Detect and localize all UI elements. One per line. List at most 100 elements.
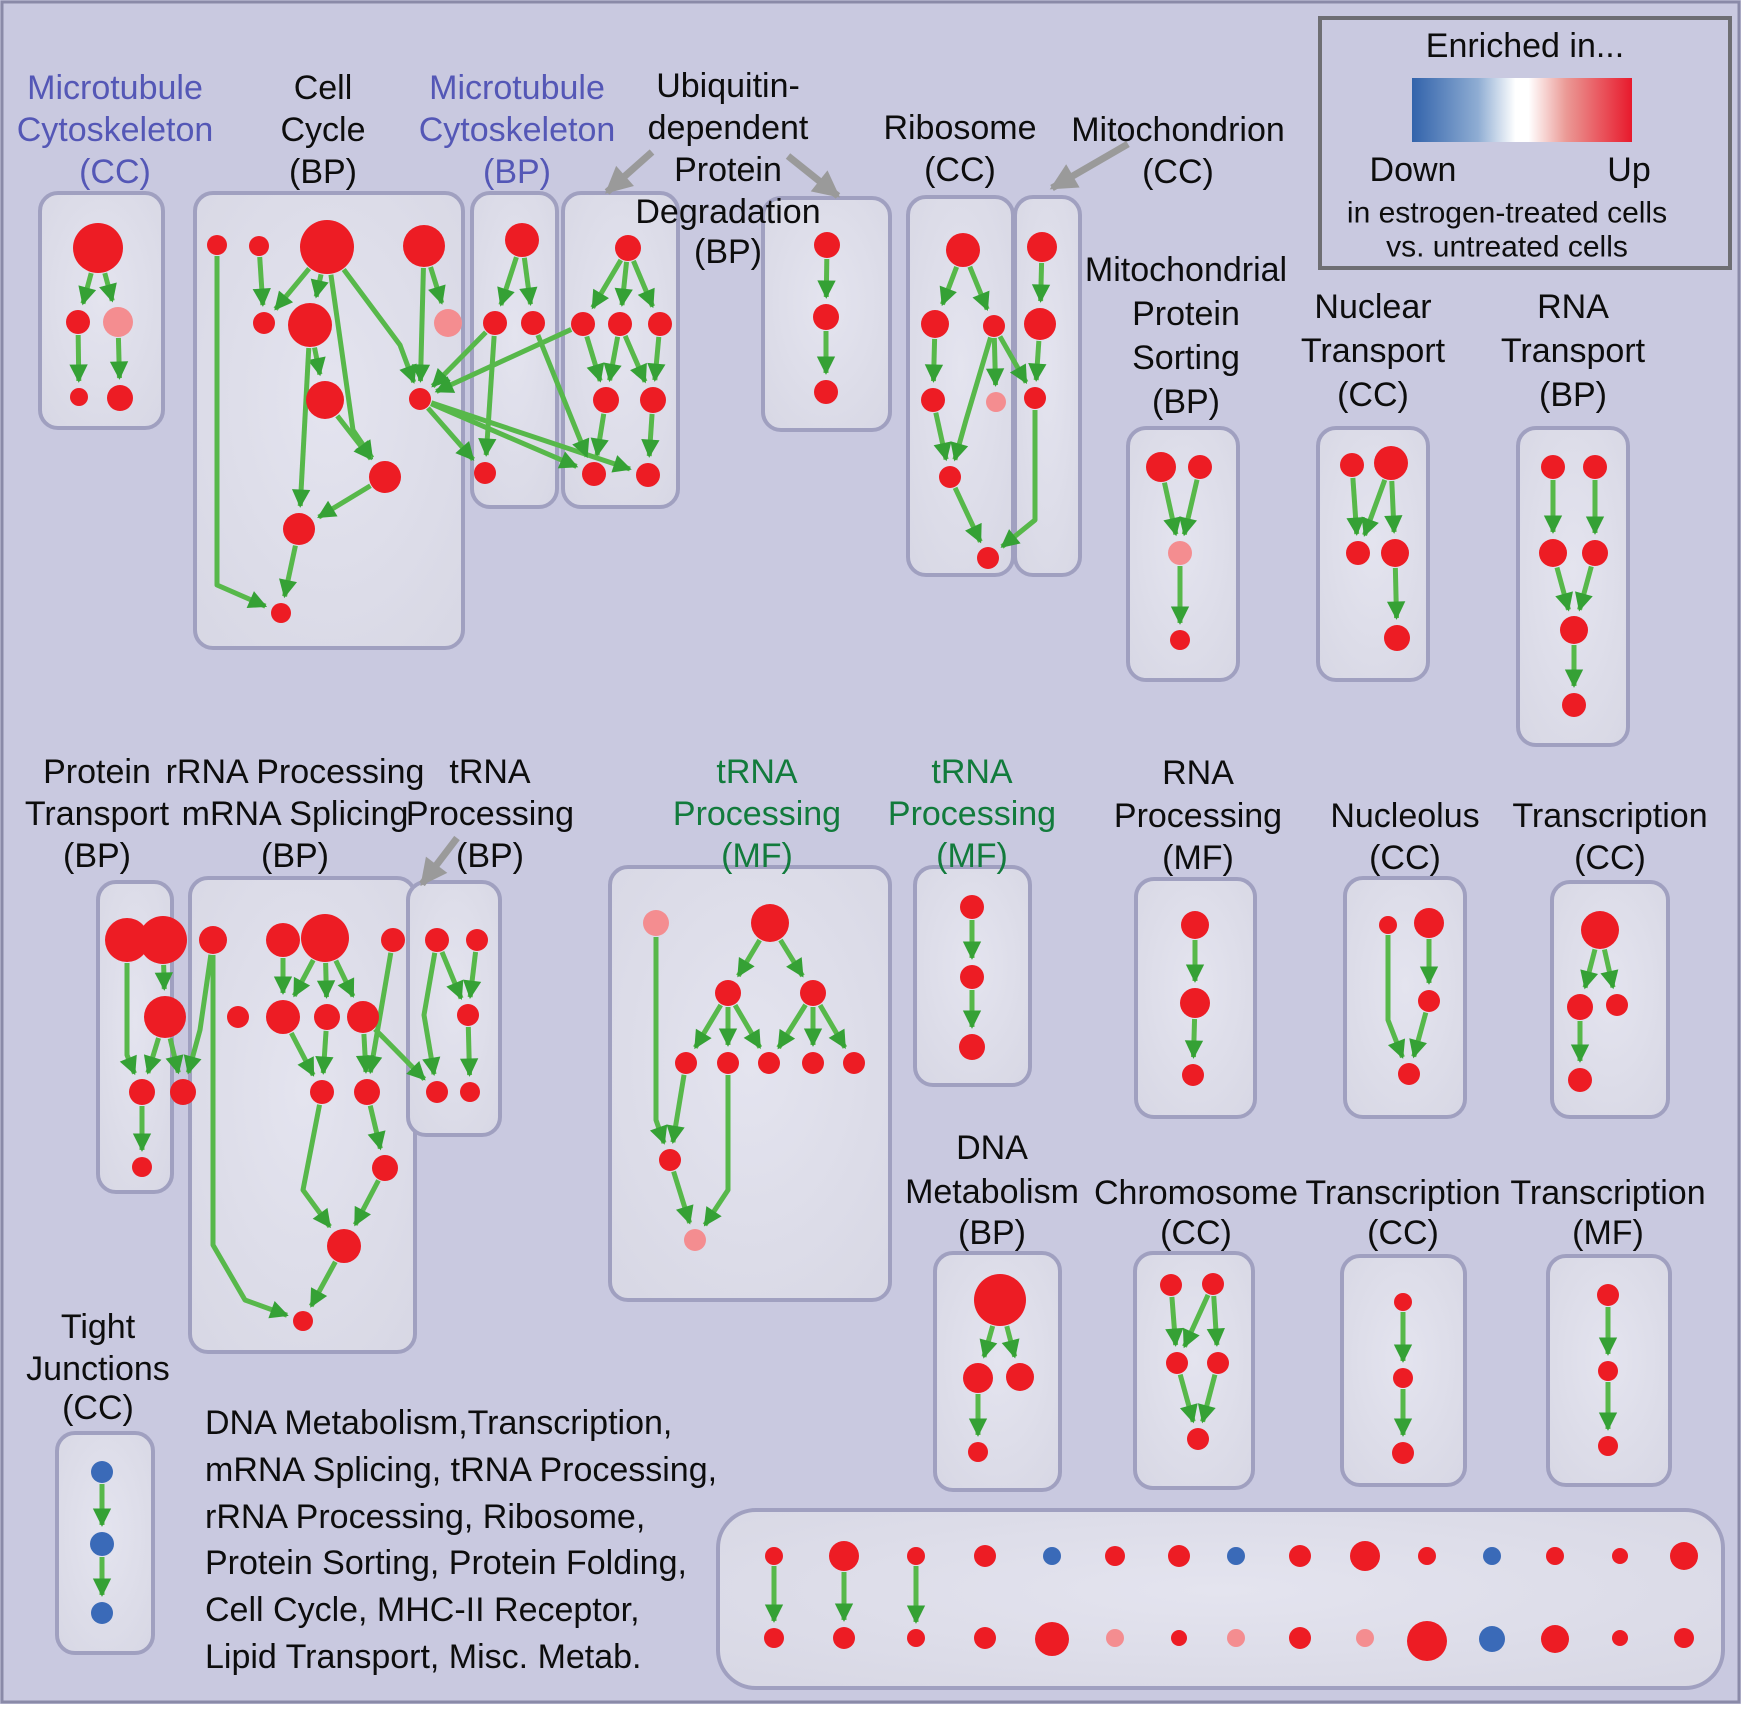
node-st3a — [907, 1547, 925, 1565]
node-cc9 — [409, 388, 431, 410]
edge-ms1-ms3 — [1162, 482, 1182, 537]
label-ubiquitin-degradation-1-line3: Degradation — [635, 193, 820, 231]
node-st11b — [1407, 1621, 1447, 1661]
node-st15b — [1674, 1628, 1694, 1648]
legend-gradient-bar — [1412, 78, 1632, 142]
edge-rr1-pt5 — [183, 954, 214, 1075]
edge-tm3-tm5 — [693, 1003, 723, 1050]
edge-cc8-cc10 — [335, 414, 373, 461]
node-ms4 — [1170, 630, 1190, 650]
node-tj3 — [91, 1602, 113, 1624]
edge-rb2-rb4 — [924, 338, 944, 383]
legend-subtitle-1: in estrogen-treated cells — [1347, 197, 1667, 230]
label-mito-protein-sorting-line3: (BP) — [1152, 383, 1220, 421]
edge-rb3-rb6 — [950, 336, 993, 462]
edge-mb2-mb4 — [478, 335, 497, 457]
node-st4a — [974, 1545, 996, 1567]
edge-rb3-rb5 — [985, 337, 1005, 387]
label-microtubule-cc-line0: Microtubule — [27, 69, 203, 107]
edge-rb3-mo3 — [997, 335, 1029, 384]
edge-cc3-cc6 — [310, 273, 329, 299]
edge-rr4-rr10 — [364, 952, 394, 1075]
label-ubiquitin-degradation-1-line4: (BP) — [694, 233, 762, 271]
legend: Enriched in... Down Up in estrogen-treated … — [1318, 16, 1732, 270]
node-st9a — [1289, 1545, 1311, 1567]
node-mt5 — [107, 385, 133, 411]
node-tf3 — [1598, 1436, 1618, 1456]
edge-ms2-ms3 — [1179, 479, 1200, 537]
node-pt1 — [105, 918, 149, 962]
node-st12b — [1479, 1626, 1505, 1652]
box-mitochondrion — [1013, 195, 1082, 577]
node-tb5 — [460, 1082, 480, 1102]
node-rr12 — [327, 1229, 361, 1263]
edge-ub1-ub4 — [631, 259, 655, 309]
edge-rb4-rb6 — [933, 412, 952, 462]
node-rb5 — [986, 392, 1006, 412]
node-rb6 — [939, 466, 961, 488]
edge-ub2-cc9 — [434, 327, 573, 394]
node-ub6 — [640, 387, 666, 413]
label-rna-transport-line2: (BP) — [1539, 376, 1607, 414]
label-tight-junctions-line1: Junctions — [26, 1350, 170, 1388]
label-rrna-mrna-line2: (BP) — [261, 837, 329, 875]
node-rr2 — [266, 923, 300, 957]
node-st2a — [829, 1541, 859, 1571]
edge-cc3-cc9 — [341, 267, 417, 384]
edge-tm6-tm11 — [702, 1075, 731, 1227]
edge-nu3-nu4 — [1409, 1011, 1429, 1059]
label-nuclear-transport-line1: Transport — [1301, 332, 1446, 370]
label-trna-mf-1-line1: Processing — [673, 795, 841, 833]
edge-tb1-tb4 — [421, 952, 441, 1077]
edge-rt3-rt5 — [1554, 566, 1573, 612]
node-mt3 — [103, 307, 133, 337]
edge-mb3-ub7 — [535, 334, 590, 459]
node-tm1 — [643, 910, 669, 936]
node-rr1 — [199, 926, 227, 954]
node-st12a — [1483, 1547, 1501, 1565]
label-rna-processing-mf-line1: Processing — [1114, 797, 1282, 835]
layer-gray-arrows — [419, 140, 1130, 887]
label-mito-protein-sorting-line2: Sorting — [1132, 339, 1240, 377]
label-protein-transport-line1: Transport — [25, 795, 170, 833]
edge-mt1-mt2 — [78, 272, 97, 306]
node-st13b — [1541, 1625, 1569, 1653]
node-st2b — [833, 1627, 855, 1649]
edge-ub6-ub8 — [641, 413, 660, 458]
legend-box — [1318, 16, 1732, 270]
edge-tc1-tc3 — [1600, 948, 1619, 990]
label-mitochondrion-line1: (CC) — [1142, 153, 1214, 191]
edge-cc2-cc5 — [252, 256, 271, 307]
node-ub3 — [608, 312, 632, 336]
edge-uv1-uv2 — [817, 258, 836, 299]
node-tb3 — [457, 1004, 479, 1026]
node-st5a — [1043, 1547, 1061, 1565]
label-nucleolus-line0: Nucleolus — [1330, 797, 1479, 835]
node-tc4 — [1568, 1068, 1592, 1092]
edge-rr3-rr6 — [292, 958, 316, 998]
layer-edges — [69, 256, 1619, 1624]
edge-pt2-pt3 — [154, 964, 174, 991]
node-st15a — [1670, 1542, 1698, 1570]
node-cc4 — [403, 225, 445, 267]
node-rt1 — [1541, 455, 1565, 479]
legend-up-label: Up — [1607, 151, 1650, 189]
label-trna-bp-line1: Processing — [406, 795, 574, 833]
node-pt5 — [170, 1079, 196, 1105]
edge-cc9-ub8 — [430, 400, 632, 473]
mitochondrion-arrow — [1049, 140, 1130, 192]
label-transcription-cc-row2-line0: Transcription — [1512, 797, 1707, 835]
label-tight-junctions-line0: Tight — [61, 1308, 136, 1346]
node-dm3 — [1006, 1363, 1034, 1391]
label-trna-mf-1-line0: tRNA — [716, 753, 798, 791]
box-trna-bp — [406, 880, 502, 1137]
label-trna-mf-2-line0: tRNA — [931, 753, 1013, 791]
node-tm5 — [675, 1052, 697, 1074]
label-mitochondrion-line0: Mitochondrion — [1071, 111, 1285, 149]
edge-cc6-cc11 — [291, 347, 312, 508]
edge-rr9-rr12 — [300, 1104, 332, 1229]
edge-tm10-tm11 — [671, 1170, 694, 1225]
label-rrna-mrna-line1: mRNA Splicing — [182, 795, 409, 833]
node-rb3 — [983, 315, 1005, 337]
node-rt6 — [1562, 693, 1586, 717]
